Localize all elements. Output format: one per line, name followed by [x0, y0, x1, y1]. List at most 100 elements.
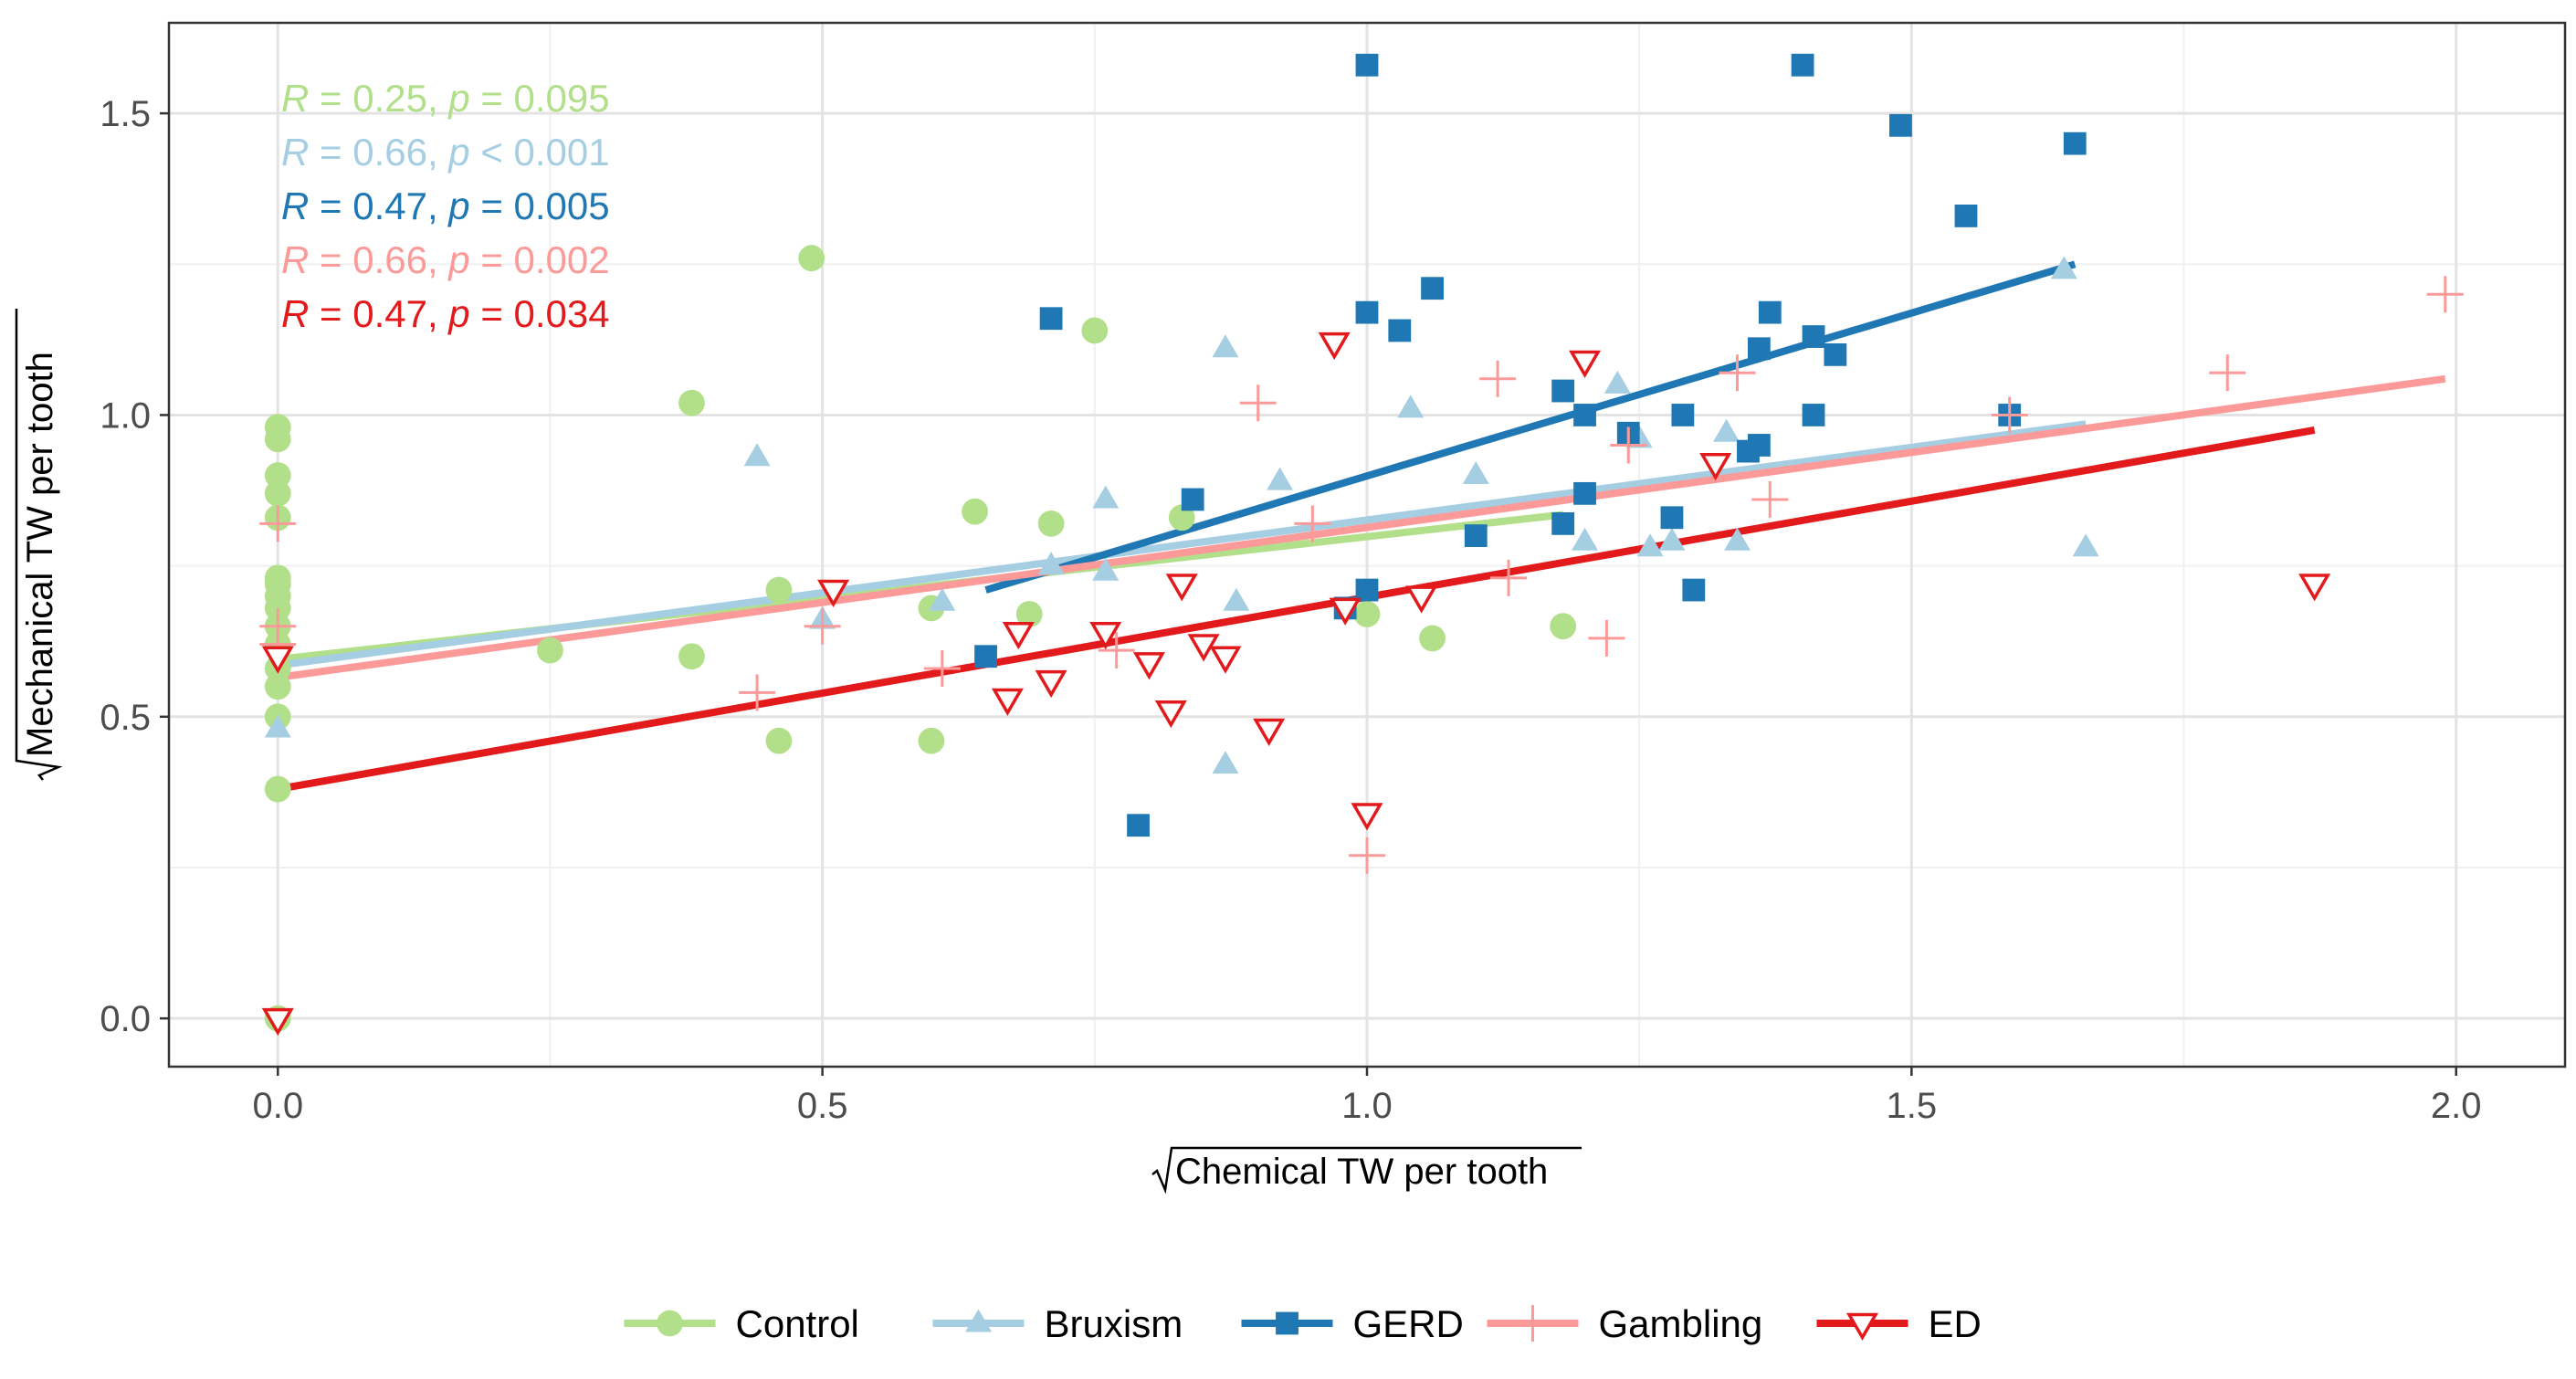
gerd-point	[1181, 488, 1204, 511]
gambling-point	[1239, 384, 1277, 422]
bruxism-point	[1037, 552, 1065, 575]
gambling-point	[1479, 360, 1517, 397]
gerd-point	[1660, 506, 1684, 530]
bruxism-point	[1603, 370, 1631, 394]
control-point	[765, 727, 793, 754]
bruxism-point	[743, 443, 771, 467]
bruxism-point	[1223, 587, 1250, 611]
legend-label: GERD	[1353, 1302, 1464, 1345]
legend-item-gerd: GERD	[1241, 1302, 1464, 1345]
gerd-point	[1802, 404, 1825, 426]
ed-point	[1318, 332, 1351, 361]
control-point	[264, 775, 291, 803]
ed-point	[1329, 597, 1362, 626]
ed-point	[1165, 574, 1198, 602]
control-point	[678, 389, 705, 416]
ed-point	[1154, 700, 1187, 729]
gerd-point	[1355, 300, 1379, 324]
gerd-point	[974, 645, 997, 668]
bruxism-point	[1636, 533, 1664, 557]
ed-point	[1089, 622, 1122, 650]
legend-label: ED	[1929, 1302, 1982, 1345]
gambling-point	[1294, 505, 1331, 542]
gerd-point	[1127, 814, 1150, 837]
y-tick-label: 1.5	[100, 94, 151, 134]
y-tick-label: 0.5	[100, 698, 151, 738]
legend-key-marker	[1845, 1312, 1879, 1341]
gerd-point	[1551, 379, 1575, 403]
gambling-point	[1991, 396, 2028, 434]
x-radical-sign	[1151, 1146, 1582, 1195]
bruxism-point	[1267, 467, 1294, 490]
gerd-point	[1802, 325, 1825, 348]
ed-point	[1405, 585, 1438, 614]
gambling-point	[1751, 480, 1789, 518]
legend: Control Bruxism GERD Gambling ED	[624, 1302, 1982, 1345]
control-point	[1037, 510, 1065, 537]
control-point	[765, 576, 793, 604]
x-tick-label: 1.5	[1887, 1086, 1938, 1126]
gerd-point	[1747, 434, 1771, 457]
legend-key-marker	[965, 1309, 992, 1332]
ed-point	[1351, 803, 1383, 831]
x-tick-label: 0.5	[797, 1086, 848, 1126]
gerd-point	[1954, 205, 1978, 227]
gambling-point	[804, 607, 841, 645]
bruxism-point	[2050, 256, 2077, 279]
gerd-point	[1388, 319, 1412, 342]
gambling-point	[259, 505, 297, 542]
y-radical-sign	[15, 309, 63, 781]
x-axis-title: Chemical TW per tooth	[1151, 1146, 1582, 1195]
bruxism-point	[1092, 557, 1120, 581]
gambling-point	[1098, 632, 1135, 669]
x-tick-label: 1.0	[1341, 1086, 1393, 1126]
gerd-point	[1421, 277, 1444, 300]
gambling-point	[923, 649, 961, 687]
legend-item-control: Control	[624, 1302, 859, 1345]
ed-point	[1569, 350, 1602, 378]
ed-point	[1035, 669, 1067, 699]
ed-point	[1253, 718, 1286, 746]
ed-point	[1209, 646, 1242, 674]
gerd-point	[2063, 132, 2087, 155]
control-point	[1015, 601, 1043, 627]
control-point	[264, 426, 291, 453]
gerd-point	[1551, 511, 1575, 535]
y-tick-label: 0.0	[100, 999, 151, 1039]
control-point	[798, 245, 825, 272]
bruxism-stat-label: R = 0.66, p < 0.001	[281, 131, 610, 174]
gerd-point	[1355, 578, 1379, 602]
gerd-point	[1758, 300, 1782, 324]
control-point	[1081, 317, 1109, 344]
ed-point	[2298, 574, 2331, 602]
gambling-point	[1610, 426, 1647, 464]
gerd-point	[1682, 578, 1706, 602]
gambling-point	[1719, 354, 1756, 392]
legend-item-ed: ED	[1816, 1302, 1982, 1345]
ed-stat-label: R = 0.47, p = 0.034	[281, 292, 610, 335]
ed-point	[261, 646, 294, 674]
x-tick-label: 0.0	[252, 1086, 303, 1126]
control-stat-label: R = 0.25, p = 0.095	[281, 77, 610, 120]
y-axis-title: Mechanical TW per tooth	[15, 309, 63, 781]
gerd-point	[1039, 307, 1063, 331]
ed-point	[1132, 652, 1165, 680]
data-points	[259, 53, 2464, 1037]
gerd-point	[1889, 113, 1912, 137]
gambling-point	[2209, 354, 2246, 392]
gerd-point	[1464, 524, 1488, 547]
ed-point	[261, 1007, 294, 1037]
gerd-point	[1573, 481, 1596, 505]
major-gridlines	[169, 23, 2565, 1067]
bruxism-point	[1212, 751, 1239, 774]
gerd-point	[1671, 404, 1695, 426]
control-point	[1550, 613, 1577, 640]
x-axis-label: Chemical TW per tooth	[1175, 1152, 1548, 1192]
bruxism-point	[1092, 485, 1120, 509]
gerd-point	[1791, 53, 1814, 77]
bruxism-point	[1658, 527, 1686, 551]
gambling-point	[739, 674, 776, 711]
legend-key-marker	[1276, 1311, 1299, 1335]
x-tick-label: 2.0	[2431, 1086, 2482, 1126]
